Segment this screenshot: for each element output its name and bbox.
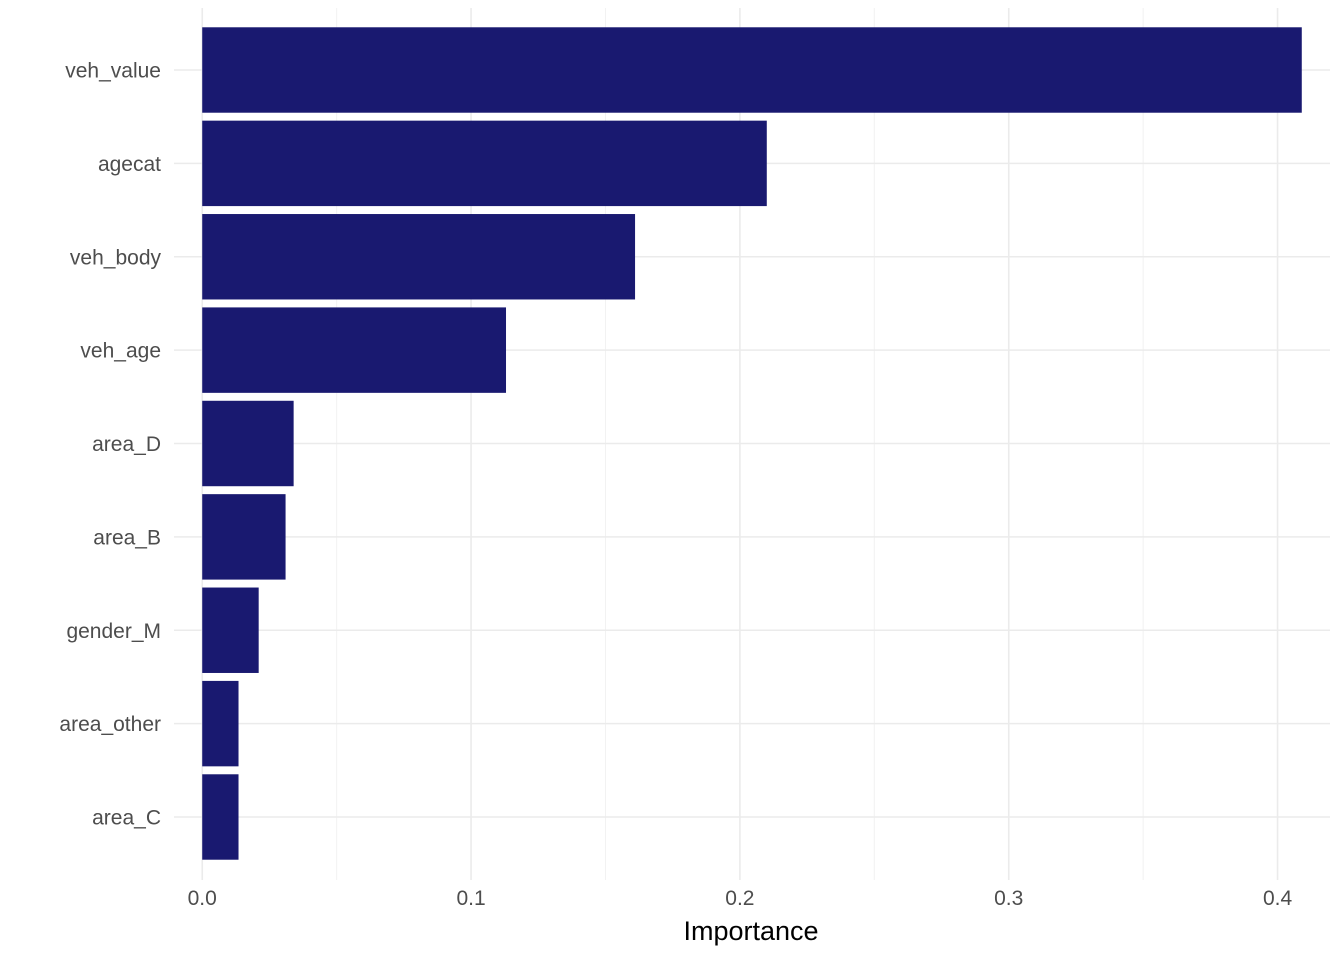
- bar-agecat: [202, 120, 767, 207]
- x-axis-title: Importance: [683, 916, 818, 946]
- x-tick-label: 0.0: [188, 887, 217, 910]
- bar-area-C: [202, 774, 239, 860]
- y-tick-label: veh_age: [80, 340, 161, 363]
- y-tick-label: gender_M: [66, 620, 161, 643]
- bar-veh-age: [202, 307, 507, 393]
- bar-veh-value: [202, 27, 1302, 113]
- y-tick-label: area_other: [59, 713, 161, 736]
- x-tick-label: 0.3: [994, 887, 1023, 910]
- bar-area-other: [202, 680, 239, 767]
- y-tick-label: area_C: [92, 807, 161, 830]
- y-tick-label: area_B: [93, 526, 161, 549]
- bar-veh-body: [202, 214, 636, 300]
- x-tick-label: 0.1: [456, 887, 485, 910]
- x-axis-tick-labels: 0.0 0.1 0.2 0.3 0.4: [188, 887, 1293, 910]
- bar-area-B: [202, 494, 286, 580]
- bar-area-D: [202, 400, 294, 487]
- bars: [202, 27, 1302, 860]
- bar-gender-M: [202, 587, 259, 673]
- y-tick-label: veh_value: [65, 60, 161, 83]
- x-tick-label: 0.2: [725, 887, 754, 910]
- y-tick-label: agecat: [98, 153, 161, 176]
- y-tick-label: veh_body: [70, 246, 162, 269]
- x-tick-label: 0.4: [1263, 887, 1293, 910]
- y-tick-label: area_D: [92, 433, 161, 456]
